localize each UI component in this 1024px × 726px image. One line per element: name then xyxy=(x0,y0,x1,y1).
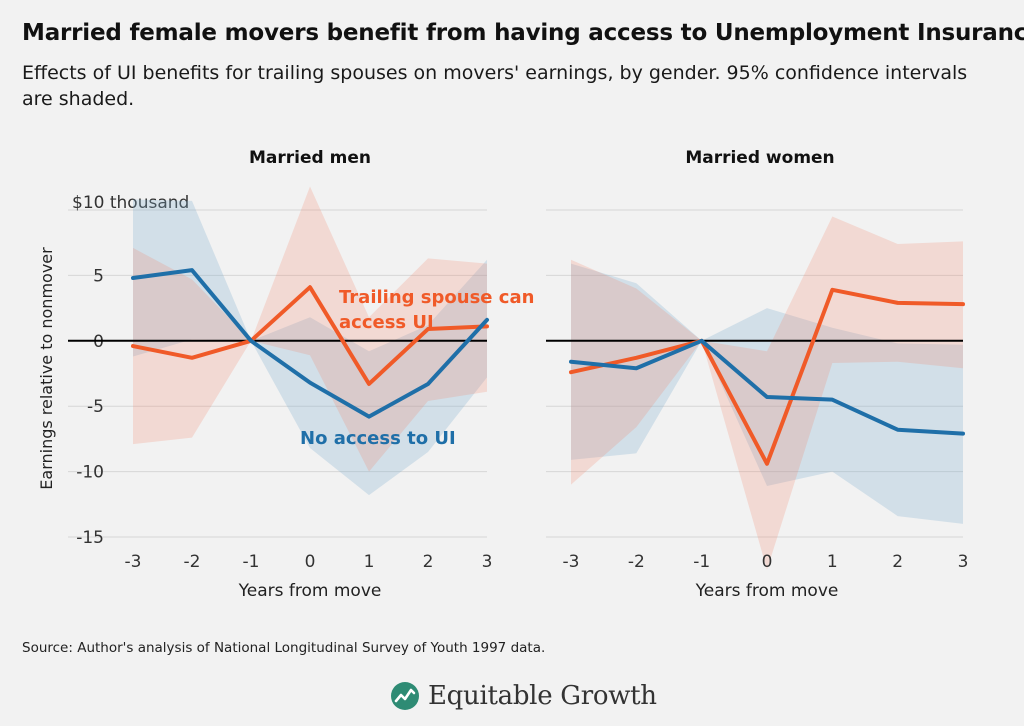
chart-subtitle: Effects of UI benefits for trailing spou… xyxy=(22,62,968,110)
x-tick-label: -3 xyxy=(563,552,580,572)
x-tick-label: 1 xyxy=(827,552,838,572)
x-axis-label: Years from move xyxy=(695,581,839,601)
y-tick-label: -15 xyxy=(76,528,104,548)
x-axis-label: Years from move xyxy=(238,581,382,601)
panel-title: Married women xyxy=(685,148,834,168)
series-annotation: Trailing spouse can xyxy=(339,287,534,308)
x-tick-label: -2 xyxy=(184,552,201,572)
x-tick-label: 1 xyxy=(364,552,375,572)
x-tick-label: 3 xyxy=(482,552,493,572)
y-tick-label: 5 xyxy=(93,266,104,286)
y-axis-label: Earnings relative to nonmover xyxy=(37,247,56,490)
ci-band-ui-access xyxy=(571,216,963,570)
y-tick-label: -10 xyxy=(76,463,104,483)
series-line-ui-access xyxy=(569,287,965,466)
series-annotation: access UI xyxy=(339,312,434,333)
y-tick-label: -5 xyxy=(87,397,104,417)
panel-married-women: -3 -2 -1 0 1 2 3 Years from move Married women xyxy=(546,148,968,601)
source-note: Source: Author's analysis of National Lo… xyxy=(22,640,546,656)
series-line-no-ui-access xyxy=(131,268,489,419)
x-tick-label: -1 xyxy=(693,552,710,572)
x-tick-label: 0 xyxy=(762,552,773,572)
panel-title: Married men xyxy=(249,148,371,168)
y-tick-label: $10 thousand xyxy=(72,193,189,213)
ci-band-no-ui-access xyxy=(571,263,963,524)
x-tick-label: 2 xyxy=(423,552,434,572)
x-tick-label: -1 xyxy=(243,552,260,572)
chart-title: Married female movers benefit from havin… xyxy=(22,20,1024,46)
x-tick-label: 2 xyxy=(892,552,903,572)
x-tick-label: 0 xyxy=(305,552,316,572)
ci-band-no-ui-access xyxy=(133,199,487,496)
growth-logo-icon xyxy=(391,682,419,710)
series-line-no-ui-access xyxy=(569,338,965,436)
series-line-ui-access xyxy=(131,285,489,386)
series-annotation: No access to UI xyxy=(300,428,456,449)
brand-logo: Equitable Growth xyxy=(390,676,657,716)
x-tick-label: -3 xyxy=(125,552,142,572)
x-tick-label: -2 xyxy=(628,552,645,572)
x-tick-label: 3 xyxy=(958,552,969,572)
brand-name: Equitable Growth xyxy=(428,681,657,711)
